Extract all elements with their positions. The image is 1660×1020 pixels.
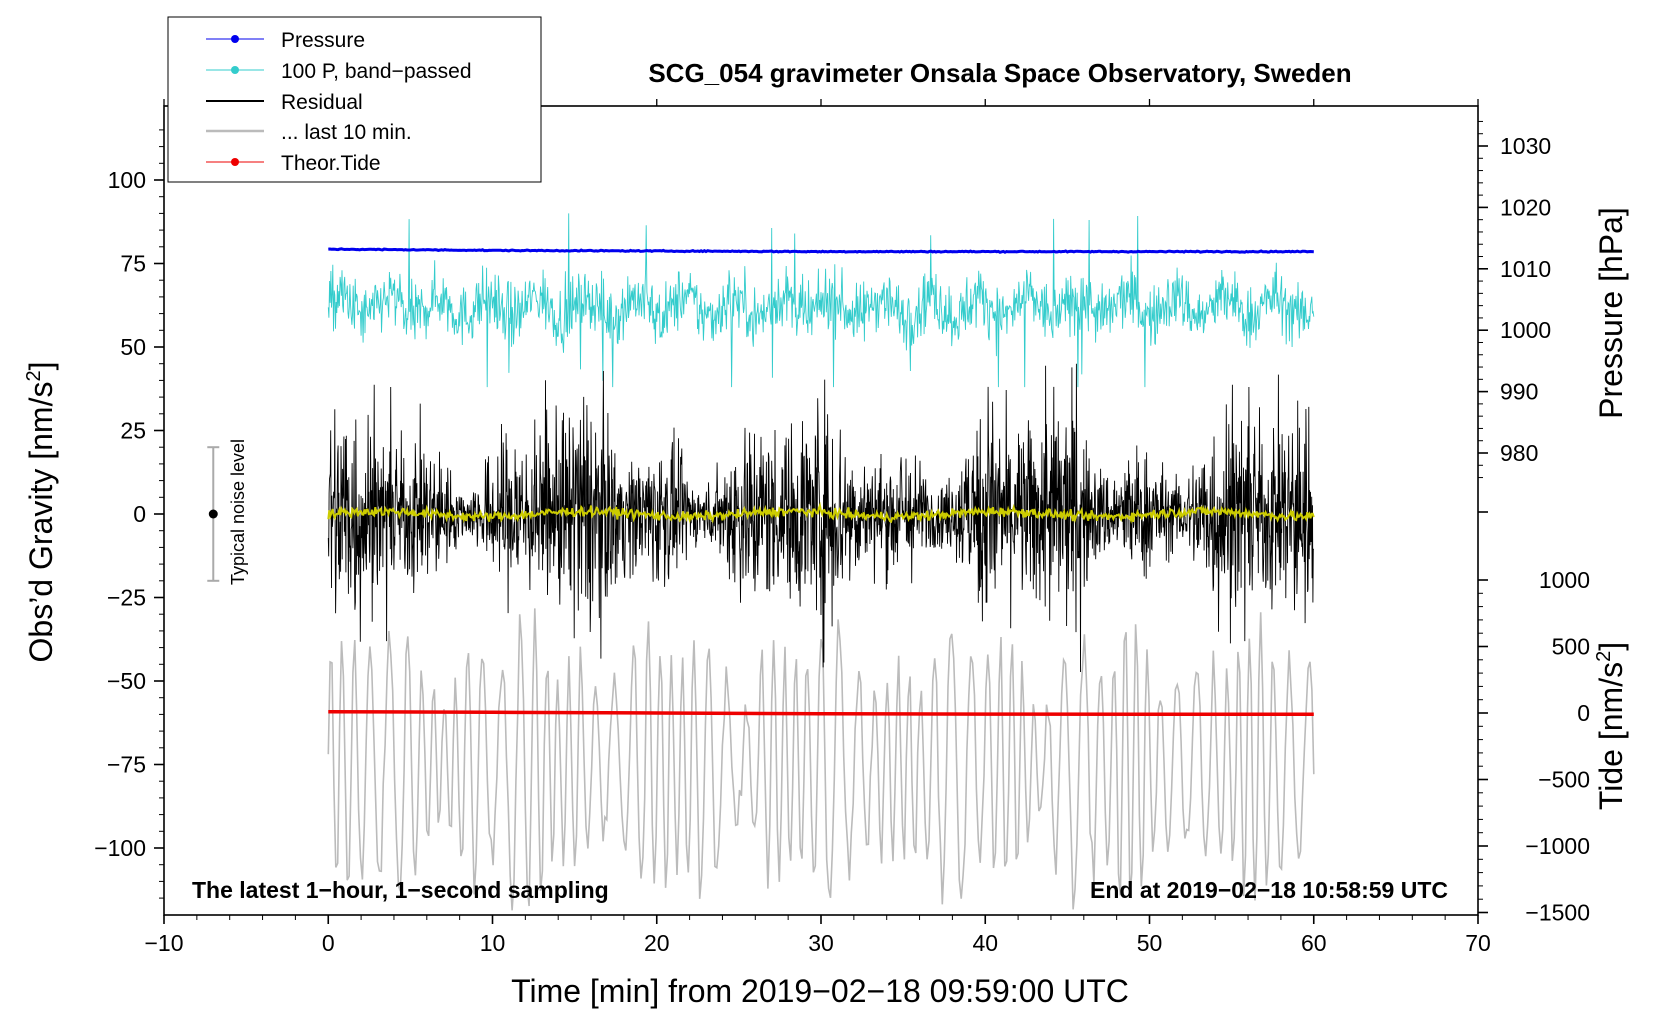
legend-label-pressure: Pressure [281,29,365,52]
y-tide-tick-label: −500 [1538,767,1590,793]
y-left-tick-label: 25 [120,418,146,444]
legend-label-tide: Theor.Tide [281,152,381,175]
y-left-tick-label: −25 [107,585,146,611]
annotation-end-time: End at 2019−02−18 10:58:59 UTC [1090,877,1448,903]
x-tick-label: 50 [1137,930,1163,956]
tick-layer: −10 0 10 20 30 40 50 60 701007550250−25−50−75−10… [94,99,1590,956]
y-pressure-tick-label: 1020 [1500,194,1551,220]
series-residual [327,363,1315,673]
x-axis-title: Time [min] from 2019−02−18 09:59:00 UTC [511,973,1129,1009]
legend-marker-tide [231,158,239,166]
y-left-tick-label: −50 [107,668,146,694]
y-pressure-tick-label: 1030 [1500,133,1551,159]
y-left-tick-label: −75 [107,752,146,778]
y-axis-pressure-title: Pressure [hPa] [1593,207,1629,419]
x-tick-label: 30 [808,930,834,956]
y-tide-tick-label: 1000 [1539,567,1590,593]
legend-marker-bandpassed [231,66,239,74]
y-left-tick-label: 50 [120,334,146,360]
y-tide-tick-label: −1000 [1525,833,1590,859]
y-axis-left-title: Obs’d Gravity [nm/s2] [23,362,59,663]
series-residual-smoothed [327,501,1315,524]
legend: Pressure 100 P, band−passed Residual ...… [167,16,542,183]
y-pressure-tick-label: 1010 [1500,256,1551,282]
series-last-10-min [327,608,1315,911]
x-tick-label: 60 [1301,930,1327,956]
y-axis-left-title-main: Obs’d Gravity [nm/s [23,382,59,663]
series-theoretical-tide [328,709,1314,717]
y-axis-left-title-end: ] [23,362,59,371]
legend-label-bandpassed: 100 P, band−passed [281,60,472,83]
legend-box [167,16,542,183]
annotation-sampling: The latest 1−hour, 1−second sampling [192,877,609,903]
y-tide-tick-label: −1500 [1525,900,1590,926]
y-left-tick-label: 0 [133,501,146,527]
x-tick-label: 20 [644,930,670,956]
series-layer [327,213,1315,911]
x-tick-label: 40 [972,930,998,956]
chart-title: SCG_054 gravimeter Onsala Space Observat… [648,58,1351,88]
y-pressure-tick-label: 980 [1500,440,1538,466]
noise-level-label: Typical noise level [228,439,248,585]
legend-label-last10: ... last 10 min. [281,121,412,144]
legend-marker-pressure [231,35,239,43]
x-tick-label: 10 [480,930,506,956]
y-tide-tick-label: 0 [1577,700,1590,726]
series-pressure [328,247,1314,254]
y-pressure-tick-label: 990 [1500,379,1538,405]
y-axis-tide-title-sup: 2 [1593,651,1615,662]
legend-label-residual: Residual [281,91,363,114]
y-left-tick-label: −100 [94,835,146,861]
y-pressure-tick-label: 1000 [1500,317,1551,343]
x-tick-label: −10 [144,930,183,956]
x-tick-label: 70 [1465,930,1491,956]
y-left-tick-label: 100 [108,167,146,193]
y-axis-left-title-sup: 2 [23,370,45,381]
y-left-tick-label: 75 [120,251,146,277]
noise-level-center-dot [208,509,218,519]
y-axis-tide-title: Tide [nm/s2] [1593,642,1629,810]
y-axis-tide-title-main: Tide [nm/s [1593,662,1629,810]
noise-level-indicator: Typical noise level [207,439,248,585]
y-tide-tick-label: 500 [1552,634,1590,660]
x-tick-label: 0 [322,930,335,956]
series-pressure-bandpassed [327,213,1315,388]
y-axis-tide-title-end: ] [1593,642,1629,651]
